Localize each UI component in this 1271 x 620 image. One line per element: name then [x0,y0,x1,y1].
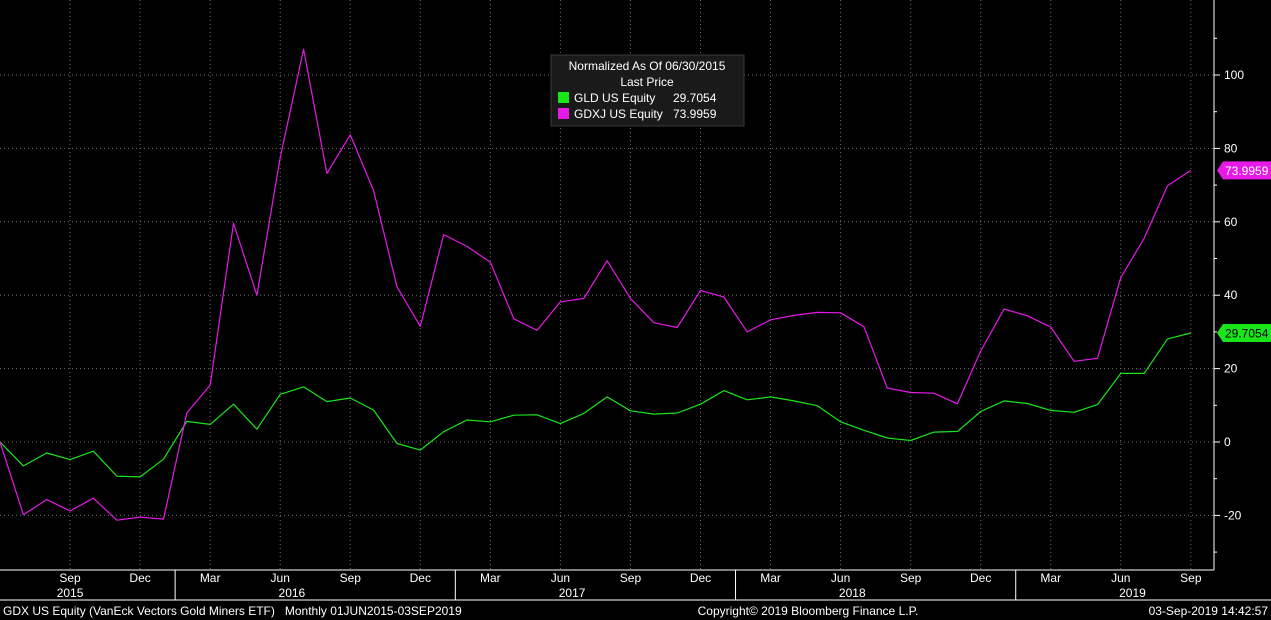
last-value-tag-gdxj: 73.9959 [1217,161,1271,180]
x-tick-label: Dec [690,571,711,585]
x-tick-label: Sep [900,571,922,585]
y-tick-label: 100 [1224,68,1244,82]
y-tick-label: 20 [1224,362,1238,376]
legend-label-gdxj: GDXJ US Equity [574,107,663,121]
plot-area: 29.7054 73.9959 [0,48,1271,521]
series-line-gld [0,332,1192,478]
x-tick-label: Dec [410,571,431,585]
y-axis: -20 0 20 40 60 80 100 [1213,0,1244,570]
last-value-tag-text: 73.9959 [1225,164,1269,178]
x-year-label: 2015 [57,586,84,600]
footer: GDX US Equity (VanEck Vectors Gold Miner… [3,604,1268,618]
legend-title: Normalized As Of 06/30/2015 [569,59,726,73]
x-tick-label: Sep [59,571,81,585]
x-axis: Sep Dec Mar Jun Sep Dec Mar Jun Sep Dec Mar Jun Sep D… [0,569,1271,601]
footer-timestamp: 03-Sep-2019 14:42:57 [1149,604,1269,618]
y-tick-label: -20 [1224,508,1242,522]
x-year-label: 2016 [279,586,306,600]
x-tick-label: Jun [271,571,290,585]
legend-swatch-gld [558,92,569,103]
x-tick-label: Mar [480,571,501,585]
footer-copyright: Copyright© 2019 Bloomberg Finance L.P. [698,604,919,618]
last-value-tag-bg [1217,323,1271,342]
x-tick-label: Mar [200,571,221,585]
legend-swatch-gdxj [558,108,569,119]
x-tick-label: Jun [551,571,570,585]
last-value-tag-gld: 29.7054 [1217,323,1271,342]
y-tick-label: 60 [1224,215,1238,229]
x-year-label: 2018 [839,586,866,600]
last-value-tag-text: 29.7054 [1225,326,1269,340]
last-value-tag-bg [1217,161,1271,180]
x-tick-label: Sep [620,571,642,585]
x-tick-label: Mar [760,571,781,585]
legend-label-gld: GLD US Equity [574,91,655,105]
grid-lines [0,0,1214,570]
x-tick-label: Sep [340,571,362,585]
x-tick-label: Jun [831,571,850,585]
legend-value-gdxj: 73.9959 [673,107,717,121]
x-tick-label: Dec [129,571,150,585]
x-tick-label: Sep [1180,571,1202,585]
series-line-gdxj [0,48,1192,521]
legend-box [550,54,745,127]
legend-subtitle: Last Price [620,75,674,89]
x-year-label: 2019 [1119,586,1146,600]
x-tick-label: Mar [1040,571,1061,585]
y-tick-label: 40 [1224,288,1238,302]
y-tick-label: 0 [1224,435,1231,449]
x-tick-label: Jun [1111,571,1130,585]
x-year-label: 2017 [559,586,586,600]
legend-value-gld: 29.7054 [673,91,717,105]
y-tick-label: 80 [1224,141,1238,155]
footer-security: GDX US Equity (VanEck Vectors Gold Miner… [3,604,462,618]
legend: Normalized As Of 06/30/2015 Last Price G… [550,54,745,127]
x-tick-label: Dec [970,571,991,585]
